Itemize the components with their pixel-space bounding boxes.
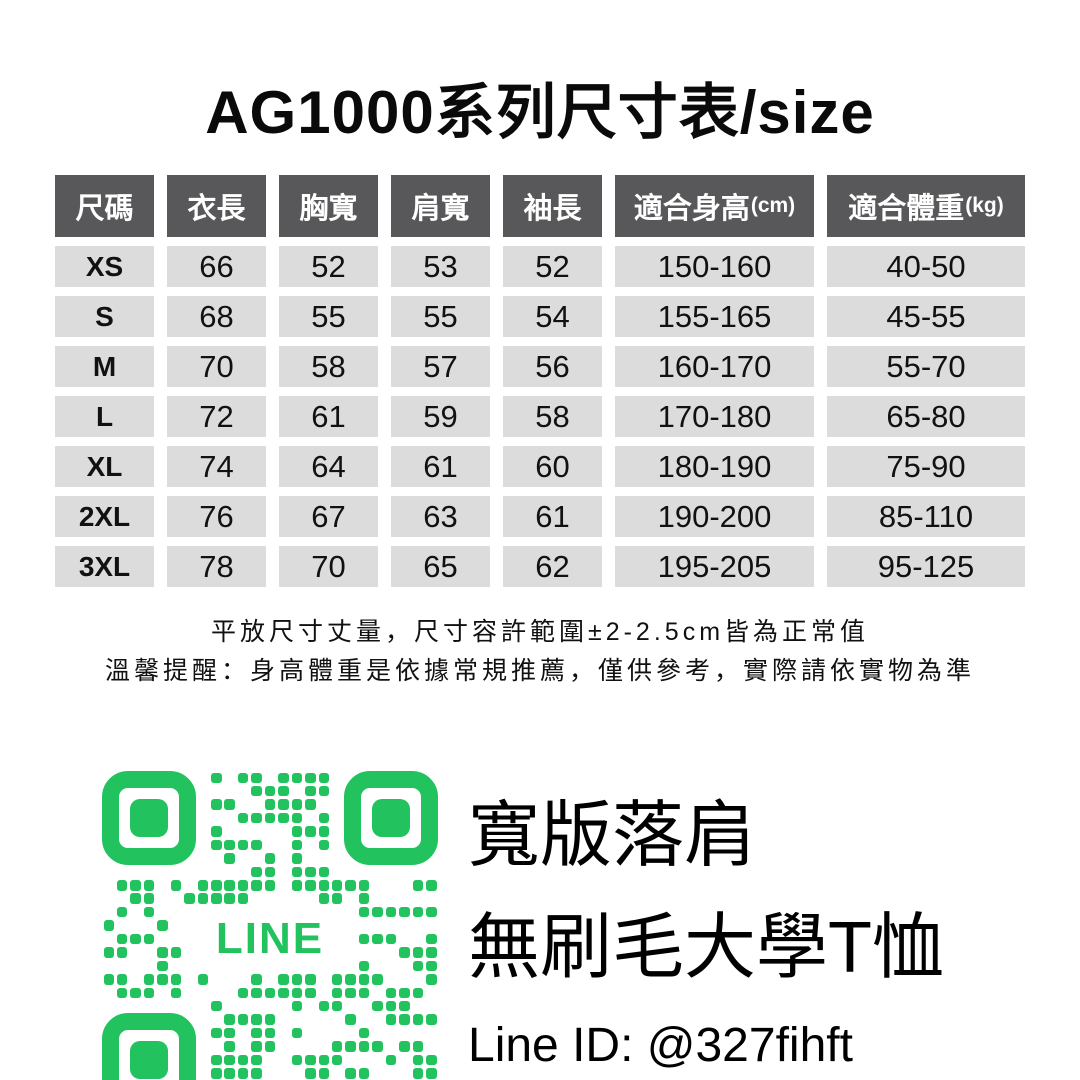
value-cell: 55-70	[827, 346, 1025, 387]
value-cell: 54	[503, 296, 602, 337]
value-cell: 155-165	[615, 296, 814, 337]
value-cell: 190-200	[615, 496, 814, 537]
qr-modules	[102, 771, 438, 1080]
value-cell: 56	[503, 346, 602, 387]
value-cell: 61	[391, 446, 490, 487]
value-cell: 63	[391, 496, 490, 537]
size-cell: M	[55, 346, 154, 387]
value-cell: 62	[503, 546, 602, 587]
qr-finder-top-right-icon	[344, 771, 438, 865]
size-cell: XL	[55, 446, 154, 487]
value-cell: 85-110	[827, 496, 1025, 537]
size-cell: L	[55, 396, 154, 437]
qr-finder-bottom-left-icon	[102, 1013, 196, 1080]
size-cell: XS	[55, 246, 154, 287]
product-description: 寬版落肩 無刷毛大學T恤 Line ID: @327fihft	[468, 800, 944, 1073]
line-id-text: Line ID: @327fihft	[468, 1019, 853, 1072]
product-line-2: 無刷毛大學T恤	[468, 908, 944, 988]
value-cell: 66	[167, 246, 266, 287]
column-header: 適合體重 (kg)	[827, 175, 1025, 237]
value-cell: 195-205	[615, 546, 814, 587]
value-cell: 58	[503, 396, 602, 437]
value-cell: 65	[391, 546, 490, 587]
value-cell: 160-170	[615, 346, 814, 387]
value-cell: 61	[503, 496, 602, 537]
value-cell: 45-55	[827, 296, 1025, 337]
column-header: 胸寬	[279, 175, 378, 237]
column-header: 尺碼	[55, 175, 154, 237]
column-header: 袖長	[503, 175, 602, 237]
product-line-1: 寬版落肩	[468, 796, 757, 876]
notes: 平放尺寸丈量，尺寸容許範圍±2-2.5cm皆為正常值 溫馨提醒：身高體重是依據常…	[0, 613, 1080, 691]
line-qr-code: LINE	[102, 771, 438, 1080]
size-cell: 3XL	[55, 546, 154, 587]
value-cell: 70	[279, 546, 378, 587]
value-cell: 53	[391, 246, 490, 287]
line-logo: LINE	[203, 912, 337, 966]
value-cell: 55	[279, 296, 378, 337]
value-cell: 64	[279, 446, 378, 487]
value-cell: 78	[167, 546, 266, 587]
value-cell: 55	[391, 296, 490, 337]
value-cell: 40-50	[827, 246, 1025, 287]
value-cell: 74	[167, 446, 266, 487]
value-cell: 59	[391, 396, 490, 437]
value-cell: 76	[167, 496, 266, 537]
qr-finder-top-left-icon	[102, 771, 196, 865]
size-cell: 2XL	[55, 496, 154, 537]
column-header: 肩寬	[391, 175, 490, 237]
value-cell: 67	[279, 496, 378, 537]
value-cell: 95-125	[827, 546, 1025, 587]
value-cell: 52	[503, 246, 602, 287]
value-cell: 57	[391, 346, 490, 387]
column-header: 適合身高 (cm)	[615, 175, 814, 237]
value-cell: 75-90	[827, 446, 1025, 487]
size-cell: S	[55, 296, 154, 337]
value-cell: 58	[279, 346, 378, 387]
value-cell: 72	[167, 396, 266, 437]
value-cell: 68	[167, 296, 266, 337]
value-cell: 180-190	[615, 446, 814, 487]
value-cell: 61	[279, 396, 378, 437]
value-cell: 150-160	[615, 246, 814, 287]
value-cell: 70	[167, 346, 266, 387]
value-cell: 60	[503, 446, 602, 487]
column-header: 衣長	[167, 175, 266, 237]
value-cell: 52	[279, 246, 378, 287]
size-chart-page: AG1000系列尺寸表/size 尺碼 衣長 胸寬 肩寬 袖長 適合身高 (cm) 適合體重(…	[0, 64, 1080, 1080]
page-title: AG1000系列尺寸表/size	[205, 79, 875, 146]
value-cell: 170-180	[615, 396, 814, 437]
note-measurement: 平放尺寸丈量，尺寸容許範圍±2-2.5cm皆為正常值	[210, 618, 870, 646]
note-reminder: 溫馨提醒：身高體重是依據常規推薦，僅供參考，實際請依實物為準	[104, 657, 975, 685]
value-cell: 65-80	[827, 396, 1025, 437]
size-table: 尺碼 衣長 胸寬 肩寬 袖長 適合身高 (cm) 適合體重 (kg) XS 66 52 53 52 150-…	[55, 175, 1025, 587]
